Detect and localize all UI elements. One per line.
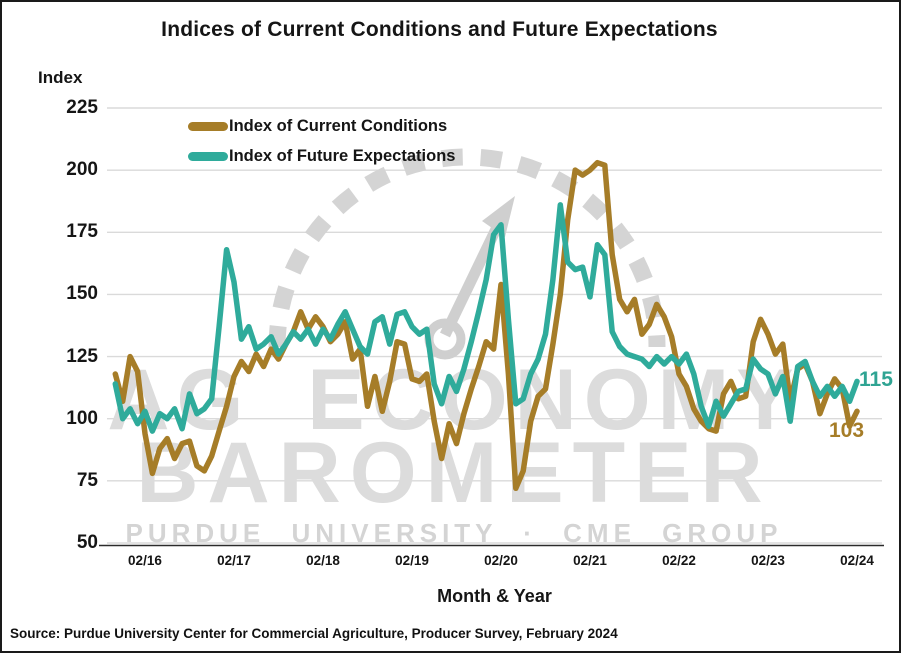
y-tick-label: 125: [66, 345, 98, 367]
x-tick-label: 02/17: [217, 553, 251, 568]
y-tick-label: 75: [76, 469, 98, 491]
watermark-line3: PURDUE UNIVERSITY · CME GROUP: [125, 518, 782, 548]
current-conditions-end-value: 103: [829, 419, 865, 442]
x-axis-title: Month & Year: [437, 586, 552, 606]
legend-label-future-expectations: Index of Future Expectations: [229, 146, 456, 165]
x-tick-label: 02/18: [306, 553, 340, 568]
future-expectations-end-value: 115: [859, 368, 893, 391]
y-tick-label: 200: [66, 159, 98, 181]
y-axis-title: Index: [38, 68, 83, 87]
legend-item-future-expectations: Index of Future Expectations: [188, 141, 455, 171]
x-tick-label: 02/22: [662, 553, 696, 568]
future-expectations-line: [112, 202, 860, 434]
gauge-needle: [440, 222, 503, 338]
x-tick-label: 02/16: [128, 553, 162, 568]
y-tick-label: 50: [76, 532, 98, 553]
current-conditions-swatch: [188, 121, 228, 131]
x-tick-label: 02/20: [484, 553, 518, 568]
x-tick-label: 02/19: [395, 553, 429, 568]
future-expectations-swatch: [188, 151, 228, 161]
y-tick-label: 225: [66, 97, 98, 118]
y-tick-label: 100: [66, 407, 98, 429]
x-tick-label: 02/23: [751, 553, 785, 568]
x-tick-label: 02/24: [840, 553, 874, 568]
ag-economy-barometer-watermark: AG ECONOMY BAROMETER PURDUE UNIVERSITY ·…: [107, 148, 794, 548]
legend: Index of Current Conditions Index of Fut…: [188, 111, 455, 171]
gauge-needle-arrowhead: [482, 196, 515, 237]
watermark-line2: BAROMETER: [136, 425, 771, 521]
series-lines: [112, 159, 860, 492]
y-tick-label: 175: [66, 221, 98, 243]
y-tick-label: 150: [66, 283, 98, 305]
source-citation: Source: Purdue University Center for Com…: [10, 626, 618, 641]
chart-title: Indices of Current Conditions and Future…: [161, 18, 718, 41]
current-conditions-line: [112, 159, 860, 492]
legend-item-current-conditions: Index of Current Conditions: [188, 111, 455, 141]
legend-label-current-conditions: Index of Current Conditions: [229, 116, 448, 135]
gauge-arc: [268, 148, 666, 348]
x-tick-label: 02/21: [573, 553, 607, 568]
